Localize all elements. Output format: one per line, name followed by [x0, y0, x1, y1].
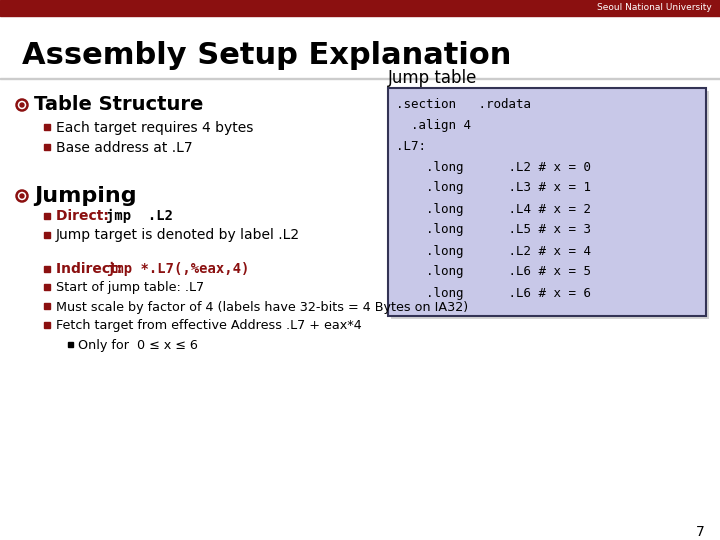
Text: jmp  .L2: jmp .L2: [106, 209, 173, 223]
Circle shape: [20, 194, 24, 198]
Bar: [44, 284, 50, 289]
Text: .long      .L3 # x = 1: .long .L3 # x = 1: [396, 181, 591, 194]
Bar: [44, 232, 50, 238]
Text: Jump table: Jump table: [388, 69, 477, 87]
Bar: [0, 0, 720, 16]
Text: .long      .L2 # x = 0: .long .L2 # x = 0: [396, 160, 591, 173]
Text: Direct:: Direct:: [56, 209, 114, 223]
Text: .long      .L6 # x = 5: .long .L6 # x = 5: [396, 266, 591, 279]
Text: .align 4: .align 4: [396, 118, 471, 132]
FancyBboxPatch shape: [391, 91, 709, 319]
Text: Table Structure: Table Structure: [34, 96, 203, 114]
Text: Start of jump table: .L7: Start of jump table: .L7: [56, 281, 204, 294]
Text: Indirect:: Indirect:: [56, 262, 127, 276]
Text: Fetch target from effective Address .L7 + eax*4: Fetch target from effective Address .L7 …: [56, 320, 361, 333]
Text: Jumping: Jumping: [34, 186, 137, 206]
Text: 7: 7: [696, 525, 705, 539]
Text: jmp *.L7(,%eax,4): jmp *.L7(,%eax,4): [107, 262, 249, 276]
Bar: [44, 266, 50, 272]
Text: .L7:: .L7:: [396, 139, 426, 152]
Bar: [44, 124, 50, 130]
Bar: [68, 342, 73, 347]
Bar: [44, 144, 50, 150]
FancyBboxPatch shape: [388, 88, 706, 316]
Text: Each target requires 4 bytes: Each target requires 4 bytes: [56, 121, 253, 135]
Bar: [44, 321, 50, 327]
Text: .long      .L6 # x = 6: .long .L6 # x = 6: [396, 287, 591, 300]
Text: Only for  0 ≤ x ≤ 6: Only for 0 ≤ x ≤ 6: [78, 339, 198, 352]
Text: Assembly Setup Explanation: Assembly Setup Explanation: [22, 40, 511, 70]
Circle shape: [20, 103, 24, 107]
Text: .section   .rodata: .section .rodata: [396, 98, 531, 111]
Text: .long      .L4 # x = 2: .long .L4 # x = 2: [396, 202, 591, 215]
Text: .long      .L2 # x = 4: .long .L2 # x = 4: [396, 245, 591, 258]
Bar: [44, 213, 50, 219]
Text: .long      .L5 # x = 3: .long .L5 # x = 3: [396, 224, 591, 237]
Bar: [44, 302, 50, 308]
Text: Jump target is denoted by label .L2: Jump target is denoted by label .L2: [56, 228, 300, 242]
Text: Seoul National University: Seoul National University: [598, 3, 712, 12]
Bar: [0, 78, 720, 79]
Text: Base address at .L7: Base address at .L7: [56, 141, 193, 155]
Text: Must scale by factor of 4 (labels have 32-bits = 4 Bytes on IA32): Must scale by factor of 4 (labels have 3…: [56, 300, 468, 314]
